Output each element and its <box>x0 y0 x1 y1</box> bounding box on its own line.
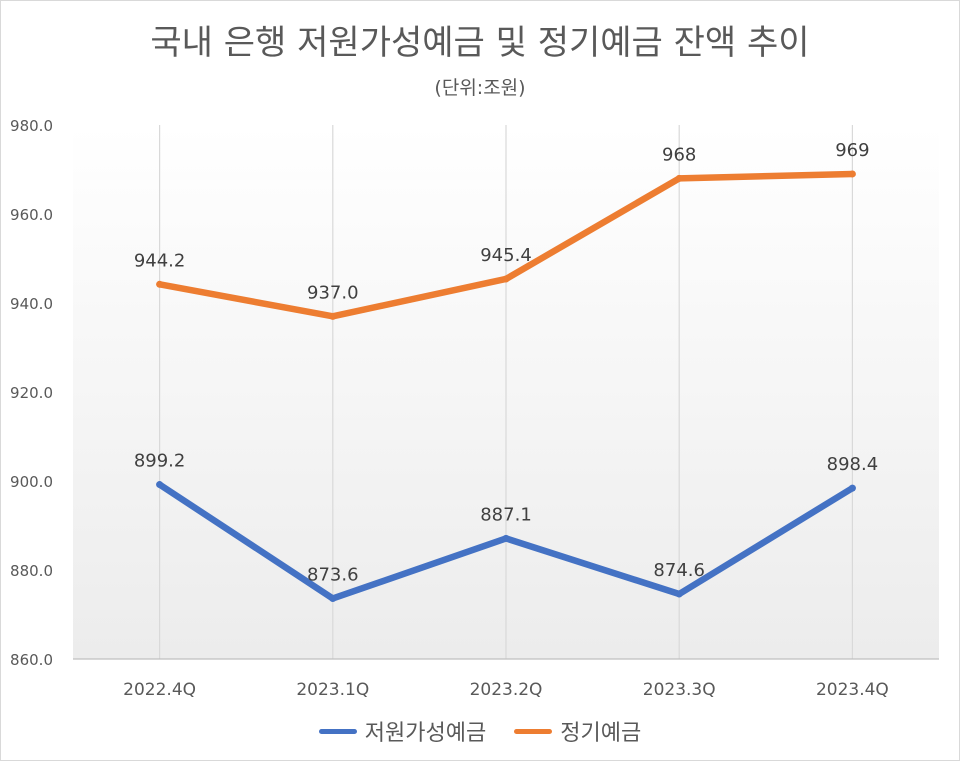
data-label-series-0: 899.2 <box>134 451 186 472</box>
line-chart: 860.0 880.0 900.0 920.0 940.0 960.0 980.0 2022.… <box>10 117 939 700</box>
y-tick-label: 940.0 <box>10 295 53 313</box>
y-tick-label: 980.0 <box>10 117 53 135</box>
y-tick-label: 860.0 <box>10 651 53 669</box>
y-tick-label: 960.0 <box>10 206 53 224</box>
legend-item-series-1: 정기예금 <box>514 715 641 747</box>
x-tick-label: 2023.4Q <box>816 680 889 700</box>
chart-legend: 저원가성예금 정기예금 <box>1 715 959 747</box>
y-tick-label: 880.0 <box>10 562 53 580</box>
chart-subtitle: (단위:조원) <box>434 77 526 99</box>
data-point-series-0 <box>156 481 164 489</box>
data-point-series-1 <box>329 312 337 320</box>
legend-swatch-series-0 <box>318 728 357 734</box>
data-point-series-0 <box>675 590 683 598</box>
legend-item-series-0: 저원가성예금 <box>318 715 487 747</box>
data-point-series-0 <box>329 594 337 602</box>
y-tick-label: 900.0 <box>10 473 53 491</box>
data-point-series-1 <box>156 280 164 288</box>
data-point-series-0 <box>848 484 856 492</box>
data-label-series-0: 887.1 <box>480 504 532 525</box>
data-label-series-1: 969 <box>835 140 869 161</box>
data-label-series-1: 937.0 <box>307 282 359 303</box>
x-tick-label: 2023.2Q <box>470 680 543 700</box>
data-point-series-1 <box>848 170 856 178</box>
chart-title: 국내 은행 저원가성예금 및 정기예금 잔액 추이 <box>150 23 810 63</box>
x-tick-label: 2023.1Q <box>296 680 369 700</box>
x-tick-label: 2022.4Q <box>123 680 196 700</box>
data-label-series-1: 968 <box>662 144 696 165</box>
data-point-series-1 <box>675 174 683 182</box>
y-tick-label: 920.0 <box>10 384 53 402</box>
legend-swatch-series-1 <box>514 728 553 734</box>
data-label-series-0: 898.4 <box>827 454 879 475</box>
data-point-series-0 <box>502 534 510 542</box>
data-label-series-1: 944.2 <box>134 250 186 271</box>
data-point-series-1 <box>502 275 510 283</box>
legend-label-series-0: 저원가성예금 <box>364 721 487 746</box>
data-label-series-0: 874.6 <box>653 560 705 581</box>
data-label-series-1: 945.4 <box>480 245 532 266</box>
x-tick-label: 2023.3Q <box>643 680 716 700</box>
data-label-series-0: 873.6 <box>307 564 359 585</box>
legend-label-series-1: 정기예금 <box>560 721 642 746</box>
